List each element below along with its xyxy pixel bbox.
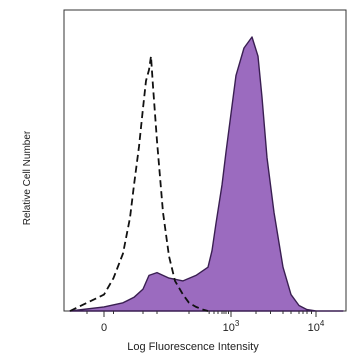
plot-frame [63,9,347,312]
stained-histogram-area [69,36,344,312]
x-axis-title: Log Fluorescence Intensity [127,341,259,353]
x-axis-ticks: 0 103 104 [86,311,325,334]
series-layer [69,36,344,312]
control-histogram-dashed-line [69,55,209,312]
x-tick-label: 0 [101,322,107,334]
y-axis-title: Relative Cell Number [22,130,33,225]
x-tick-label: 104 [308,319,325,334]
x-tick-label: 103 [223,319,240,334]
